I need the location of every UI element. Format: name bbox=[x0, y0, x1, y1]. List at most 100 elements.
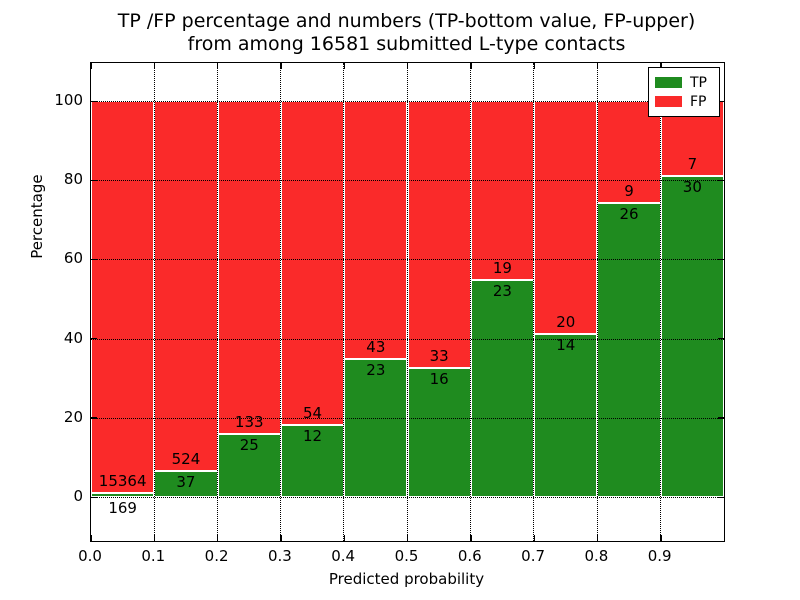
bar-segment-fp bbox=[217, 101, 281, 435]
plot-area: TP FP 15364 169 524 37 133 25 54 12 43 23 33 16 19 23 2… bbox=[90, 62, 725, 542]
bar-segment-fp bbox=[280, 101, 345, 425]
x-tick-label: 0.4 bbox=[331, 547, 356, 565]
fp-count-label: 9 bbox=[624, 181, 634, 200]
fp-count-label: 133 bbox=[234, 413, 264, 432]
y-tick-mark bbox=[718, 100, 724, 102]
fp-count-label: 7 bbox=[687, 154, 698, 173]
tp-legend-swatch bbox=[655, 77, 682, 88]
bar-segment-tp bbox=[344, 359, 408, 497]
legend-item: TP bbox=[655, 73, 713, 92]
x-gridline bbox=[280, 63, 282, 541]
y-tick-label: 20 bbox=[63, 407, 83, 426]
y-tick-mark bbox=[91, 417, 97, 419]
x-gridline bbox=[343, 63, 345, 541]
x-tick-label: 0.3 bbox=[267, 547, 292, 565]
x-tick-label: 0.7 bbox=[521, 547, 546, 565]
x-tick-mark bbox=[596, 535, 599, 541]
x-tick-mark bbox=[153, 63, 156, 69]
bar-segment-tp bbox=[470, 280, 535, 497]
y-tick-mark bbox=[718, 258, 724, 261]
x-tick-mark bbox=[217, 535, 219, 541]
y-tick-label: 0 bbox=[73, 487, 83, 505]
y-tick-mark bbox=[718, 417, 724, 419]
x-tick-mark bbox=[470, 535, 472, 541]
x-tick-mark bbox=[470, 63, 472, 69]
x-tick-label: 0.9 bbox=[647, 547, 672, 565]
tp-count-label: 12 bbox=[302, 427, 323, 445]
chart-title: TP /FP percentage and numbers (TP-bottom… bbox=[0, 10, 800, 56]
bar-segment-tp bbox=[597, 202, 661, 497]
fp-count-label: 33 bbox=[429, 346, 449, 365]
y-tick-mark bbox=[91, 100, 97, 102]
x-tick-label: 0.0 bbox=[78, 547, 102, 565]
x-tick-mark bbox=[90, 535, 92, 541]
y-tick-label: 100 bbox=[54, 91, 83, 109]
x-axis-label: Predicted probability bbox=[328, 570, 485, 588]
y-tick-mark bbox=[718, 338, 724, 340]
fp-count-label: 43 bbox=[366, 338, 386, 356]
tp-count-label: 25 bbox=[239, 436, 259, 455]
bar-segment-fp bbox=[597, 101, 661, 203]
x-gridline bbox=[216, 63, 218, 541]
chart-title-line2: from among 16581 submitted L-type contac… bbox=[187, 33, 626, 55]
bar-segment-tp bbox=[660, 175, 724, 497]
x-gridline bbox=[659, 63, 661, 541]
x-gridline bbox=[406, 63, 408, 541]
x-tick-mark bbox=[407, 63, 409, 69]
x-tick-mark bbox=[280, 535, 282, 541]
y-tick-mark bbox=[718, 496, 724, 498]
legend-item: FP bbox=[655, 92, 713, 111]
fp-count-label: 15364 bbox=[98, 471, 147, 490]
y-tick-mark bbox=[91, 496, 97, 498]
legend-label: FP bbox=[690, 93, 707, 110]
x-tick-mark bbox=[343, 535, 346, 541]
bar-segment-fp bbox=[534, 101, 598, 334]
y-tick-mark bbox=[91, 338, 97, 340]
y-tick-label: 40 bbox=[63, 328, 83, 347]
x-tick-mark bbox=[533, 535, 535, 541]
x-tick-mark bbox=[533, 63, 535, 69]
bar-segment-tp bbox=[534, 333, 598, 497]
fp-legend-swatch bbox=[655, 96, 682, 107]
bar-segment-fp bbox=[470, 101, 535, 281]
x-gridline bbox=[470, 63, 472, 541]
x-tick-label: 0.1 bbox=[141, 547, 166, 565]
y-tick-label: 80 bbox=[63, 170, 83, 189]
x-tick-label: 0.6 bbox=[457, 547, 482, 565]
x-tick-label: 0.2 bbox=[204, 547, 229, 565]
y-tick-mark bbox=[91, 258, 97, 261]
x-tick-mark bbox=[596, 63, 599, 69]
fp-count-label: 20 bbox=[556, 312, 576, 331]
y-tick-mark bbox=[718, 179, 724, 182]
fp-count-label: 54 bbox=[302, 404, 323, 422]
x-tick-mark bbox=[407, 535, 409, 541]
legend: TP FP bbox=[648, 67, 720, 117]
x-gridline bbox=[153, 63, 155, 541]
x-tick-mark bbox=[90, 63, 92, 69]
x-tick-label: 0.8 bbox=[584, 547, 609, 565]
x-tick-label: 0.5 bbox=[394, 547, 419, 565]
chart-title-line1: TP /FP percentage and numbers (TP-bottom… bbox=[117, 10, 696, 32]
bar-segment-fp bbox=[154, 101, 218, 471]
tp-count-label: 23 bbox=[492, 282, 512, 301]
tp-count-label: 16 bbox=[429, 369, 449, 388]
fp-count-label: 19 bbox=[492, 259, 512, 278]
tp-count-label: 26 bbox=[619, 204, 639, 223]
tp-count-label: 23 bbox=[366, 361, 386, 379]
bar-segment-fp bbox=[91, 101, 155, 493]
x-tick-mark bbox=[343, 63, 346, 69]
x-gridline bbox=[596, 63, 598, 541]
legend-label: TP bbox=[690, 74, 707, 91]
x-tick-mark bbox=[217, 63, 219, 69]
tp-count-label: 169 bbox=[108, 499, 137, 517]
x-tick-mark bbox=[280, 63, 282, 69]
x-tick-mark bbox=[660, 63, 662, 69]
bar-segment-fp bbox=[407, 101, 471, 368]
x-tick-mark bbox=[660, 535, 662, 541]
bar-segment-fp bbox=[344, 101, 408, 359]
x-tick-mark bbox=[153, 535, 156, 541]
x-gridline bbox=[533, 63, 535, 541]
tp-count-label: 14 bbox=[556, 335, 576, 354]
tp-count-label: 37 bbox=[176, 472, 196, 491]
